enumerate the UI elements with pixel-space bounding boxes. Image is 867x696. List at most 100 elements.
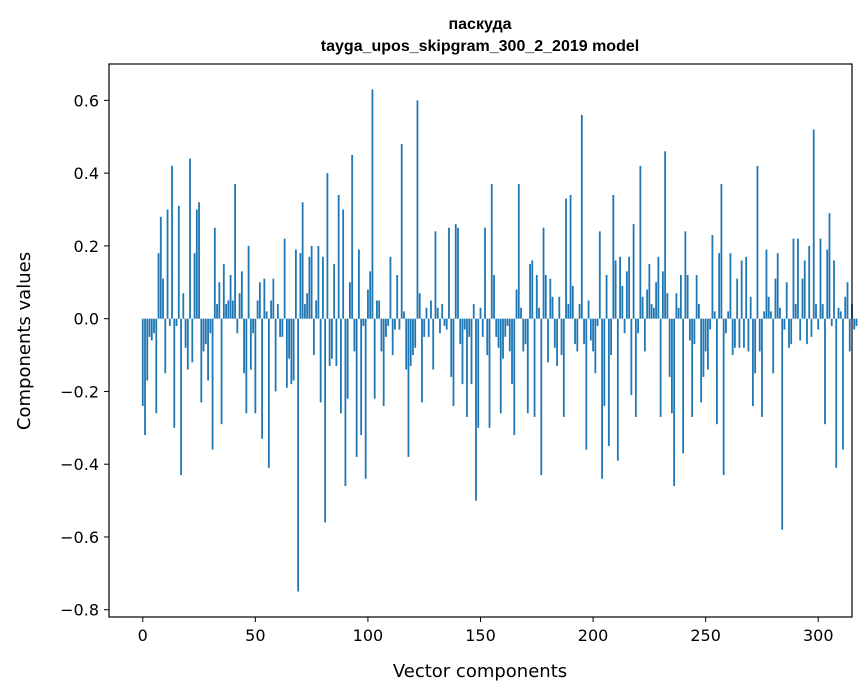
bar [400, 144, 403, 319]
bar [315, 300, 318, 319]
bar [812, 129, 815, 319]
bar [684, 231, 687, 319]
bar [781, 318, 784, 530]
bar [817, 318, 820, 330]
bar [576, 318, 579, 352]
bar [267, 318, 270, 468]
bar [319, 318, 322, 403]
bar [695, 275, 698, 319]
bar [405, 318, 408, 370]
bar [621, 285, 624, 319]
bar [790, 318, 793, 345]
bar [421, 318, 423, 403]
bar [747, 318, 750, 352]
bar [808, 245, 811, 319]
bar [150, 318, 153, 341]
bar [331, 318, 333, 359]
bar [842, 318, 844, 450]
bar [182, 293, 185, 319]
bar [418, 293, 421, 319]
bar [256, 300, 259, 319]
x-tick-label: 250 [690, 626, 721, 645]
bar [394, 318, 396, 330]
bar [362, 318, 365, 326]
bar [720, 184, 723, 319]
bar [385, 318, 387, 337]
plot-frame [108, 63, 853, 618]
bar [479, 307, 482, 319]
bar [704, 318, 707, 352]
bar [569, 194, 572, 319]
bar [792, 238, 795, 319]
y-tick-label: −0.8 [60, 601, 99, 620]
bar [220, 318, 223, 425]
bar [270, 300, 273, 319]
bar [601, 318, 603, 479]
bar [432, 318, 435, 370]
bar [745, 256, 748, 319]
bar [360, 318, 363, 436]
bar [799, 318, 802, 341]
bar [475, 318, 477, 501]
bar [853, 318, 856, 330]
x-tick-label: 200 [578, 626, 609, 645]
bar [610, 318, 612, 356]
bar [659, 318, 662, 417]
bar [382, 318, 385, 406]
bar [301, 202, 304, 319]
bar [207, 318, 209, 381]
bar [490, 184, 493, 319]
bar [162, 278, 164, 319]
x-tick-label: 100 [353, 626, 384, 645]
bar [547, 318, 549, 363]
bar [767, 296, 770, 319]
bar [364, 318, 367, 479]
bar [830, 318, 833, 326]
bar [211, 318, 214, 450]
bar [821, 304, 824, 319]
bar [628, 256, 630, 319]
bar [729, 253, 732, 319]
bar [238, 293, 241, 319]
bar [686, 275, 689, 319]
bar [819, 238, 822, 319]
bar [416, 100, 419, 319]
bar [281, 318, 284, 337]
bar [461, 318, 464, 385]
y-tick-label: 0.6 [74, 91, 99, 110]
bar [355, 318, 358, 457]
bar [603, 318, 606, 406]
bar [148, 318, 151, 337]
bar [389, 256, 392, 319]
bar [299, 253, 302, 319]
bar [488, 318, 491, 428]
y-axis-ticks: −0.8 −0.6 −0.4 −0.2 0.0 0.2 0.4 0.6 [60, 91, 109, 620]
bar [202, 318, 205, 352]
bar [776, 253, 779, 319]
bar [468, 318, 471, 337]
bar [493, 275, 495, 319]
bar [749, 296, 752, 319]
bar [427, 318, 430, 337]
bar [616, 318, 619, 461]
bar [623, 318, 626, 334]
bar [824, 318, 826, 425]
bar [515, 289, 518, 319]
bar [292, 318, 295, 381]
bar [531, 260, 534, 319]
bar [758, 318, 761, 352]
bar [191, 318, 194, 363]
bar [240, 271, 243, 319]
bar [839, 311, 842, 319]
bar [486, 318, 489, 356]
bar [630, 318, 633, 396]
bar [756, 165, 759, 319]
y-tick-label: −0.4 [60, 455, 99, 474]
x-axis-ticks: 0 50 100 150 200 250 300 [138, 617, 834, 645]
bar [423, 318, 426, 337]
bar [193, 253, 196, 319]
bar [524, 318, 527, 345]
bar [688, 318, 691, 341]
bar [646, 289, 649, 319]
bar [506, 318, 509, 326]
